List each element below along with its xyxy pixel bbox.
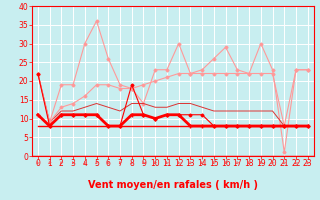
X-axis label: Vent moyen/en rafales ( km/h ): Vent moyen/en rafales ( km/h ) [88,180,258,190]
